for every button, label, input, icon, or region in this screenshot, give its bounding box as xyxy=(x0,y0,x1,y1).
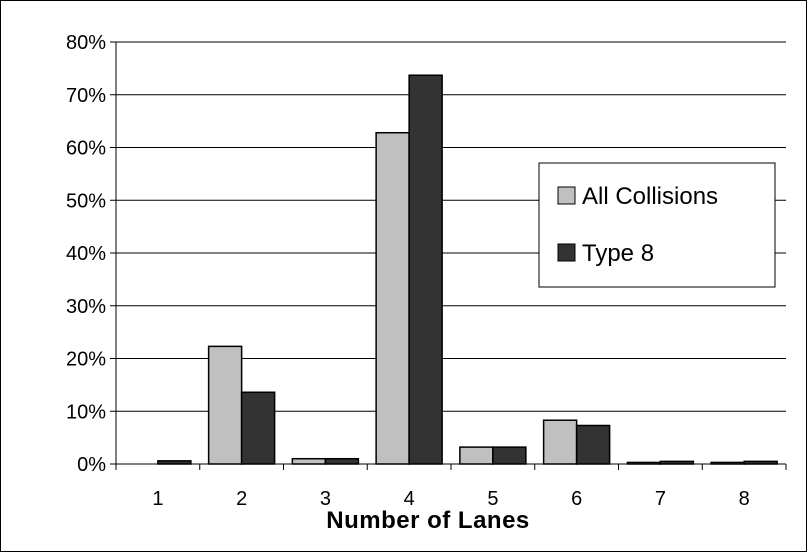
legend-swatch-all-collisions xyxy=(557,186,576,205)
y-tick-label: 30% xyxy=(66,296,106,318)
bar-type-8-6 xyxy=(575,424,611,465)
bar-type-8-4 xyxy=(408,74,443,465)
bar-type-8-3 xyxy=(324,457,360,465)
x-tick-label: 8 xyxy=(739,488,750,510)
bar-all-collisions-5 xyxy=(459,446,494,465)
x-tick-label: 2 xyxy=(236,488,247,510)
x-tick-label: 6 xyxy=(571,488,582,510)
x-tick-label: 5 xyxy=(487,488,498,510)
bar-all-collisions-2 xyxy=(207,345,243,465)
bar-type-8-5 xyxy=(492,446,527,465)
x-tick-label: 7 xyxy=(655,488,666,510)
legend-label-type-8: Type 8 xyxy=(582,240,654,267)
y-tick-label: 0% xyxy=(77,454,106,476)
x-tick-labels: 1 2 3 4 5 6 7 8 xyxy=(152,488,749,510)
legend-swatch-type-8 xyxy=(557,243,576,262)
legend-label-all-collisions: All Collisions xyxy=(582,183,718,210)
y-tick-label: 50% xyxy=(66,190,106,212)
y-tick-label: 80% xyxy=(66,32,106,54)
legend: All Collisions Type 8 xyxy=(538,162,776,288)
y-tick-label: 20% xyxy=(66,349,106,371)
y-tick-labels: 0% 10% 20% 30% 40% 50% 60% 70% 80% xyxy=(66,32,106,476)
y-tick-label: 10% xyxy=(66,401,106,423)
axes xyxy=(110,41,787,470)
bar-all-collisions-6 xyxy=(542,419,578,465)
x-tick-label: 3 xyxy=(320,488,331,510)
y-tick-label: 70% xyxy=(66,85,106,107)
x-axis-title: Number of Lanes xyxy=(326,507,530,534)
x-tick-label: 1 xyxy=(152,488,163,510)
bar-all-collisions-4 xyxy=(375,131,410,465)
y-tick-label: 60% xyxy=(66,138,106,160)
bars xyxy=(157,74,778,465)
bar-type-8-2 xyxy=(240,391,276,465)
x-tick-label: 4 xyxy=(404,488,415,510)
legend-box xyxy=(538,162,776,288)
bar-all-collisions-3 xyxy=(291,457,327,465)
y-tick-label: 40% xyxy=(66,243,106,265)
